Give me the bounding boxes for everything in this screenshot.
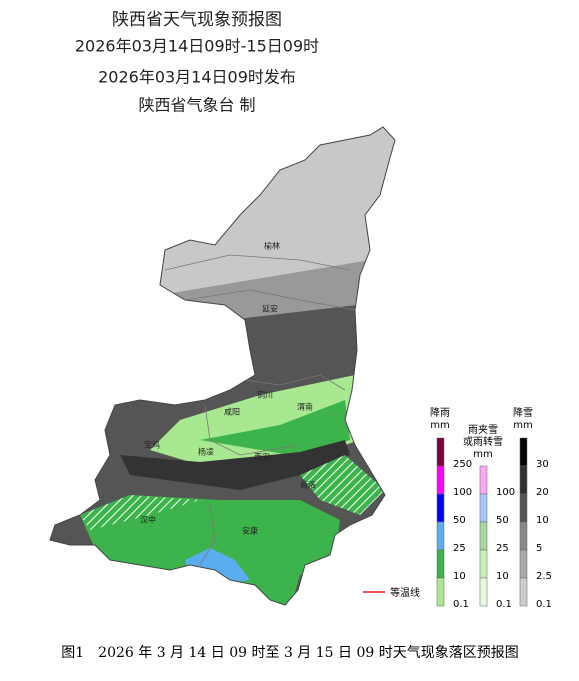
legend-unit: mm — [473, 449, 492, 460]
legend-level: 0.1 — [496, 599, 512, 610]
legend-swatch — [436, 465, 445, 495]
legend-unit: mm — [513, 420, 532, 431]
isotherm-label: 等温线 — [390, 586, 420, 599]
legend-level: 0.1 — [453, 599, 469, 610]
city-label: 杨凌 — [198, 447, 214, 457]
legend-title: 降雪 — [513, 406, 533, 419]
legend-swatch — [436, 521, 445, 551]
city-label: 咸阳 — [224, 407, 240, 417]
city-label: 宝鸡 — [144, 440, 160, 450]
city-label: 渭南 — [297, 402, 313, 412]
title-line: 陕西省天气现象预报图 — [112, 10, 282, 30]
legend-level: 30 — [536, 459, 549, 470]
legend-swatch — [436, 577, 445, 607]
legend-level: 10 — [536, 515, 549, 526]
legend-swatch — [519, 577, 528, 607]
legend-level: 50 — [496, 515, 509, 526]
legend-swatch — [479, 493, 488, 523]
legend-title: 雨夹雪 — [468, 423, 498, 436]
city-label: 汉中 — [140, 515, 156, 525]
sleet-zone — [300, 455, 385, 515]
legend-level: 250 — [453, 459, 472, 470]
sleet-zone-west — [80, 495, 200, 530]
city-borders — [164, 254, 356, 566]
legend-swatch — [479, 549, 488, 579]
legend-level: 100 — [453, 487, 472, 498]
legend-swatch — [479, 521, 488, 551]
city-label: 商洛 — [300, 480, 316, 490]
weather-zones — [50, 127, 395, 605]
snow-band — [120, 440, 350, 490]
legend-level: 25 — [496, 543, 509, 554]
legend-level: 50 — [453, 515, 466, 526]
city-label: 榆林 — [264, 241, 280, 251]
legend-level: 2.5 — [536, 571, 552, 582]
legend-unit: mm — [430, 420, 449, 431]
city-label: 铜川 — [257, 390, 273, 400]
legend-level: 5 — [536, 543, 542, 554]
title-line: 2026年03月14日09时发布 — [98, 68, 296, 87]
legend-level: 100 — [496, 487, 515, 498]
legend-swatch — [479, 465, 488, 495]
caption: 图1 2026 年 3 月 14 日 09 时至 3 月 15 日 09 时天气… — [61, 645, 518, 661]
title-line: 2026年03月14日09时-15日09时 — [75, 37, 319, 56]
legend-level: 0.1 — [536, 599, 552, 610]
legend-level: 10 — [496, 571, 509, 582]
city-label: 安康 — [242, 526, 258, 536]
legend-swatch — [436, 437, 445, 467]
legend-swatch — [436, 493, 445, 523]
legend-level: 10 — [453, 571, 466, 582]
city-label: 延安 — [262, 304, 278, 314]
legend-swatch — [519, 437, 528, 467]
legend-level: 25 — [453, 543, 466, 554]
legend-swatch — [436, 549, 445, 579]
city-label: 西安 — [254, 452, 270, 462]
legend-swatch — [519, 549, 528, 579]
legend-level: 20 — [536, 487, 549, 498]
legend-title: 或雨转雪 — [463, 435, 503, 448]
legend-swatch — [479, 577, 488, 607]
rain-zone — [200, 400, 350, 455]
legend-swatch — [519, 465, 528, 495]
title-line: 陕西省气象台 制 — [138, 96, 255, 115]
legend-title: 降雨 — [430, 406, 450, 419]
legend-swatch — [519, 521, 528, 551]
legend-swatch — [519, 493, 528, 523]
